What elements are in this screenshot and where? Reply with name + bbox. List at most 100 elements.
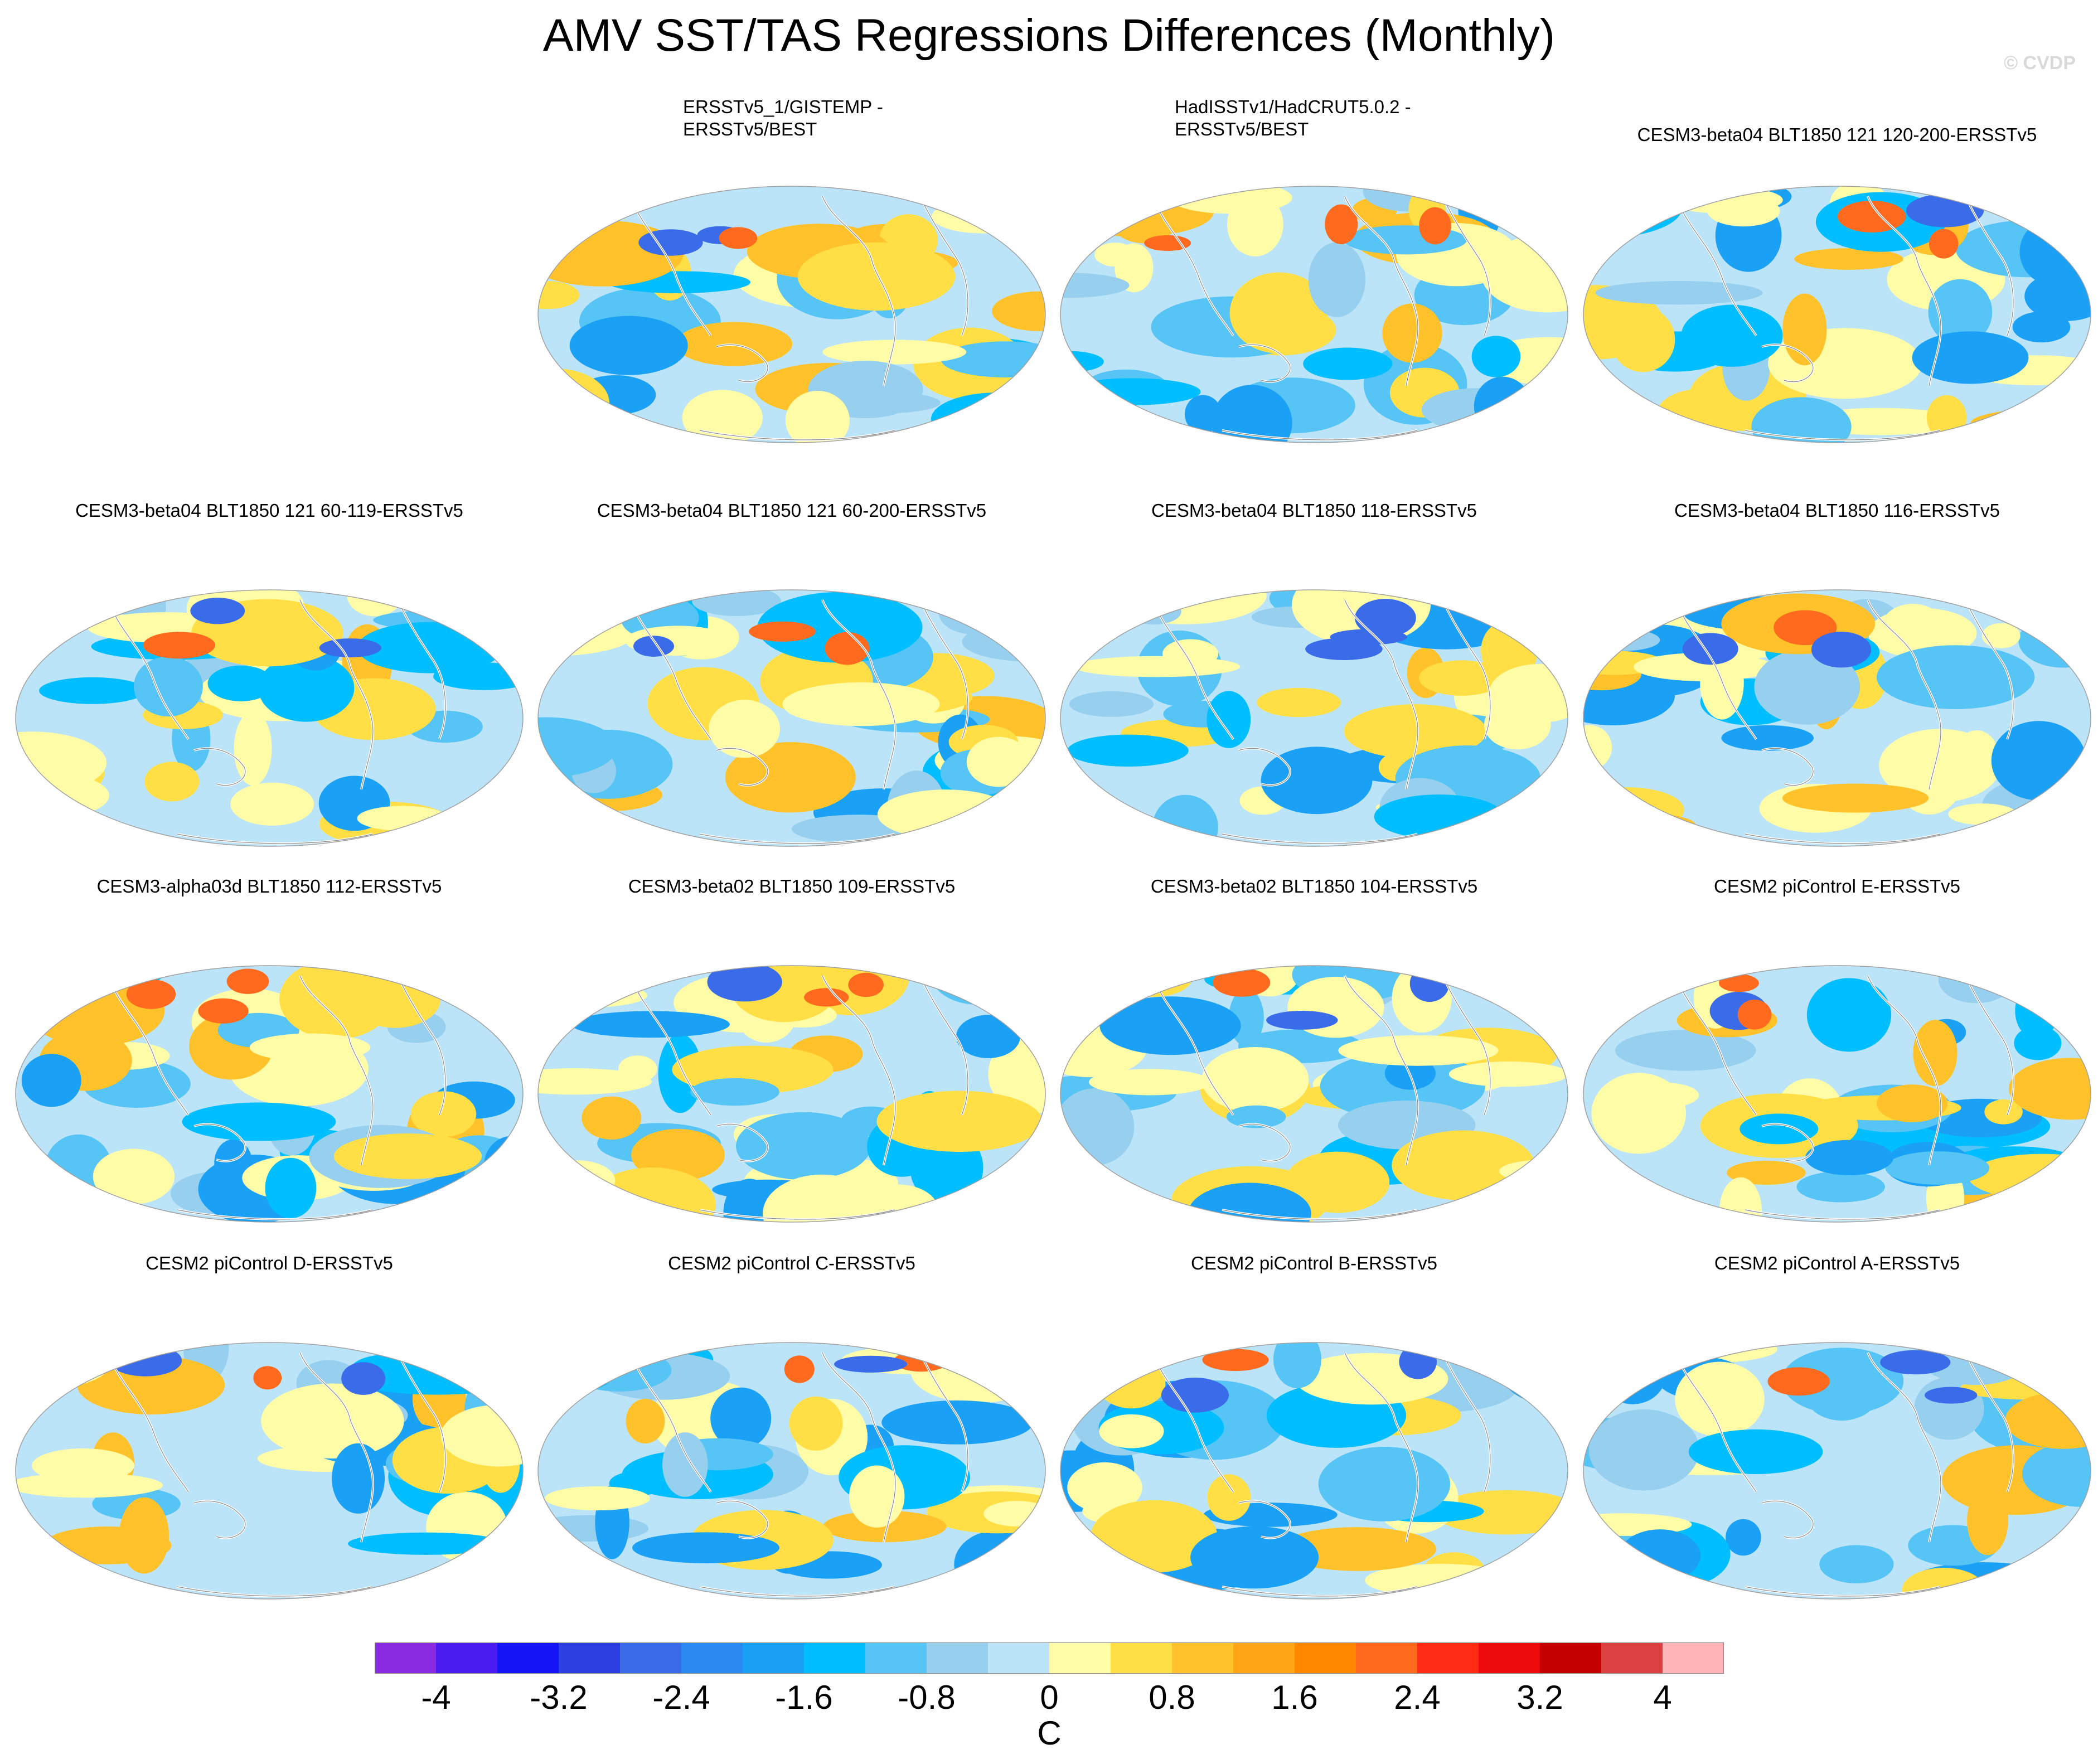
coastline xyxy=(1445,981,1491,1116)
anomaly-blob xyxy=(1190,1526,1319,1589)
colorbar-unit-label: C xyxy=(1037,1714,1062,1752)
panel-title: CESM3-beta04 BLT1850 121 60-119-ERSSTv5 xyxy=(75,500,463,521)
anomaly-blob xyxy=(1675,1361,1765,1437)
panel-title-line: ERSSTv5/BEST xyxy=(683,119,817,139)
figure-title: AMV SST/TAS Regressions Differences (Mon… xyxy=(542,10,1556,61)
coastline xyxy=(716,344,768,382)
coastline xyxy=(632,201,711,336)
colorbar-swatch xyxy=(988,1642,1050,1674)
anomaly-blob xyxy=(1099,996,1241,1055)
coastline xyxy=(716,1123,768,1162)
regression-map xyxy=(1583,589,2091,847)
anomaly-blob xyxy=(207,665,274,701)
anomaly-blob xyxy=(2005,1392,2091,1449)
anomaly-blob xyxy=(1682,633,1738,665)
map-panel: CESM2 piControl C-ERSSTv5 xyxy=(532,1252,1051,1620)
coastline xyxy=(400,605,446,740)
anomaly-blob xyxy=(1948,803,2017,825)
coastline xyxy=(110,1358,189,1492)
coastline xyxy=(1155,981,1234,1116)
anomaly-blob xyxy=(1484,700,1551,750)
anomaly-blob xyxy=(38,677,146,704)
panel-title: CESM3-beta04 BLT1850 118-ERSSTv5 xyxy=(1151,500,1477,521)
coastline xyxy=(1678,201,1757,336)
anomaly-blob xyxy=(1471,336,1521,377)
anomaly-blob xyxy=(757,592,923,663)
colorbar-swatch xyxy=(1172,1642,1234,1674)
coastline xyxy=(699,430,895,440)
anomaly-blob xyxy=(785,390,850,443)
coastline xyxy=(1445,201,1491,336)
anomaly-blob xyxy=(440,1404,523,1467)
coastline xyxy=(1867,975,1941,1166)
coastline xyxy=(922,1358,968,1492)
colorbar-tick-label: -0.8 xyxy=(898,1679,956,1716)
coastline xyxy=(699,1209,895,1220)
anomaly-blob xyxy=(571,1011,730,1038)
anomaly-blob xyxy=(1169,186,1292,214)
coastline xyxy=(1867,196,1941,386)
coastline xyxy=(1968,981,2014,1116)
coastline xyxy=(1222,430,1418,440)
regression-map xyxy=(15,589,524,847)
anomaly-blob xyxy=(1530,1343,1568,1366)
panel-title: CESM3-beta04 BLT1850 116-ERSSTv5 xyxy=(1674,500,2000,521)
anomaly-blob xyxy=(618,1055,657,1083)
anomaly-blob xyxy=(93,1148,175,1204)
regression-map xyxy=(15,965,524,1223)
anomaly-blob xyxy=(709,700,780,758)
anomaly-blob xyxy=(538,186,602,236)
panel-title-line: ERSSTv5_1/GISTEMP - xyxy=(683,96,883,117)
coastline xyxy=(193,1123,246,1162)
anomaly-blob xyxy=(410,1091,477,1137)
colorbar-swatch xyxy=(620,1642,682,1674)
anomaly-blob xyxy=(823,1510,947,1543)
anomaly-blob xyxy=(258,654,355,722)
anomaly-blob xyxy=(877,789,1014,840)
coastline xyxy=(1867,1352,1941,1543)
panel-title: CESM2 piControl C-ERSSTv5 xyxy=(668,1253,915,1273)
coastline xyxy=(110,605,189,740)
anomaly-blob xyxy=(261,1383,404,1459)
map-panel: HadISSTv1/HadCRUT5.0.2 - ERSSTv5/BEST xyxy=(1055,96,1573,464)
anomaly-blob xyxy=(1902,1568,1985,1599)
anomaly-blob xyxy=(1207,691,1251,748)
anomaly-blob xyxy=(633,636,674,657)
anomaly-blob xyxy=(1201,1047,1309,1113)
anomaly-blob xyxy=(1681,304,1783,367)
anomaly-blob xyxy=(198,998,249,1024)
anomaly-blob xyxy=(707,966,782,1002)
coastline xyxy=(177,1586,373,1597)
colorbar-swatch xyxy=(1417,1642,1479,1674)
coastline xyxy=(699,833,895,844)
anomaly-blob xyxy=(804,988,849,1007)
panel-title: ERSSTv5_1/GISTEMP - ERSSTv5/BEST xyxy=(683,96,1017,140)
anomaly-blob xyxy=(348,1532,505,1555)
anomaly-blob xyxy=(77,1355,225,1414)
colorbar-tick-label: -4 xyxy=(421,1679,451,1716)
coastline xyxy=(1238,1123,1291,1162)
panel-title: CESM3-beta04 BLT1850 121 120-200-ERSSTv5 xyxy=(1637,124,2037,145)
anomaly-blob xyxy=(983,1501,1045,1526)
regression-map xyxy=(1583,1342,2091,1600)
anomaly-blob xyxy=(1419,207,1451,245)
coastline xyxy=(822,975,896,1166)
anomaly-blob xyxy=(2025,186,2091,230)
regression-map xyxy=(537,589,1046,847)
coastline xyxy=(400,1358,446,1492)
map-outline xyxy=(1583,1342,2091,1600)
coastline xyxy=(299,599,374,790)
anomaly-blob xyxy=(1819,1545,1894,1583)
map-panel: CESM2 piControl E-ERSSTv5 xyxy=(1578,875,2096,1243)
anomaly-blob xyxy=(1583,285,1664,360)
colorbar-swatch xyxy=(375,1642,437,1674)
anomaly-blob xyxy=(234,711,272,786)
anomaly-blob xyxy=(1060,187,1214,237)
anomaly-blob xyxy=(1688,1429,1823,1474)
map-panel: CESM3-beta04 BLT1850 121 120-200-ERSSTv5 xyxy=(1578,96,2096,464)
anomaly-blob xyxy=(1067,734,1189,767)
anomaly-blob xyxy=(566,1348,672,1392)
coastline xyxy=(193,1500,246,1539)
colorbar-swatch xyxy=(1049,1642,1111,1674)
anomaly-blob xyxy=(1811,632,1872,668)
